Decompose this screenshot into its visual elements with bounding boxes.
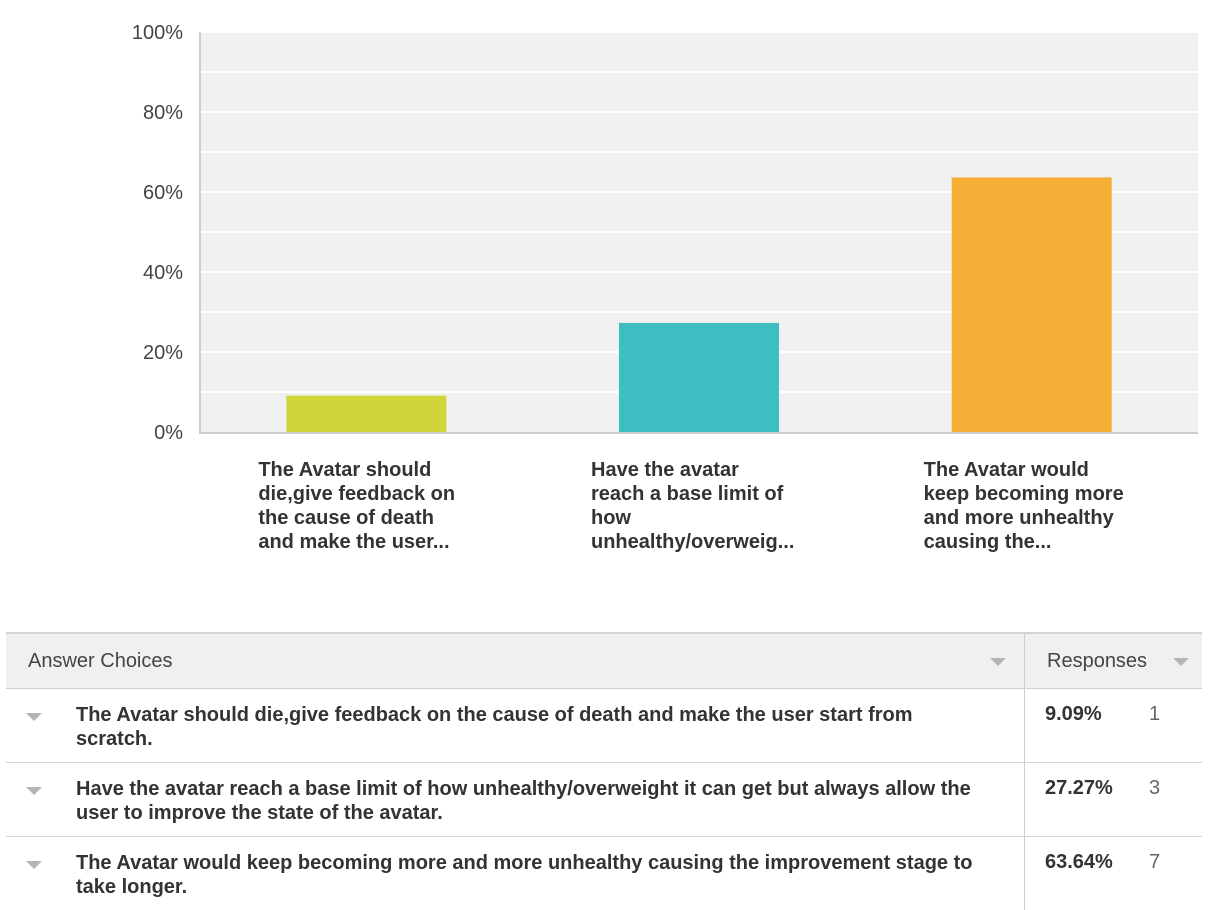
x-category-label: The Avatar would keep becoming more and …: [923, 459, 1124, 553]
bars: [286, 177, 1112, 432]
y-tick-label: 80%: [143, 102, 183, 124]
bar[interactable]: [286, 395, 447, 432]
y-tick-label: 0%: [154, 422, 183, 444]
table-row: Have the avatar reach a base limit of ho…: [6, 763, 1202, 837]
x-category-label: The Avatar should die,give feedback on t…: [258, 459, 456, 553]
sort-arrow-icon[interactable]: [990, 658, 1006, 666]
answer-choices-header-label: Answer Choices: [28, 650, 173, 672]
bar[interactable]: [619, 322, 779, 432]
choice-text: The Avatar should die,give feedback on t…: [76, 704, 913, 750]
x-category-label: Have the avatar reach a base limit of ho…: [591, 459, 795, 553]
choice-text: Have the avatar reach a base limit of ho…: [76, 778, 971, 824]
expand-arrow-icon[interactable]: [26, 861, 42, 869]
response-percent: 63.64%: [1045, 851, 1113, 873]
answer-choices-header[interactable]: Answer Choices: [6, 634, 1025, 688]
y-tick-label: 40%: [143, 262, 183, 284]
bar[interactable]: [951, 177, 1112, 432]
responses-header-label: Responses: [1047, 650, 1148, 672]
response-count: 1: [1149, 703, 1161, 725]
response-percent: 27.27%: [1045, 777, 1113, 799]
y-tick-label: 100%: [132, 22, 183, 44]
response-count: 3: [1149, 777, 1161, 799]
expand-arrow-icon[interactable]: [26, 713, 42, 721]
y-tick-label: 60%: [143, 182, 183, 204]
sort-arrow-icon[interactable]: [1173, 658, 1189, 666]
table-body: The Avatar should die,give feedback on t…: [6, 689, 1202, 910]
expand-arrow-icon[interactable]: [26, 787, 42, 795]
table-row: The Avatar would keep becoming more and …: [6, 837, 1202, 910]
table-header: Answer Choices Responses: [6, 634, 1202, 689]
table-row: The Avatar should die,give feedback on t…: [6, 689, 1202, 763]
bar-chart: 0% 20% 40% 60% 80% 100%: [132, 22, 1198, 444]
choice-text: The Avatar would keep becoming more and …: [76, 852, 973, 898]
responses-header[interactable]: Responses: [1025, 634, 1202, 688]
response-percent: 9.09%: [1045, 703, 1102, 725]
response-count: 7: [1149, 851, 1161, 873]
y-tick-label: 20%: [143, 342, 183, 364]
y-axis-ticks: 0% 20% 40% 60% 80% 100%: [132, 22, 183, 444]
answer-table: Answer Choices Responses The Avatar shou…: [6, 632, 1202, 910]
